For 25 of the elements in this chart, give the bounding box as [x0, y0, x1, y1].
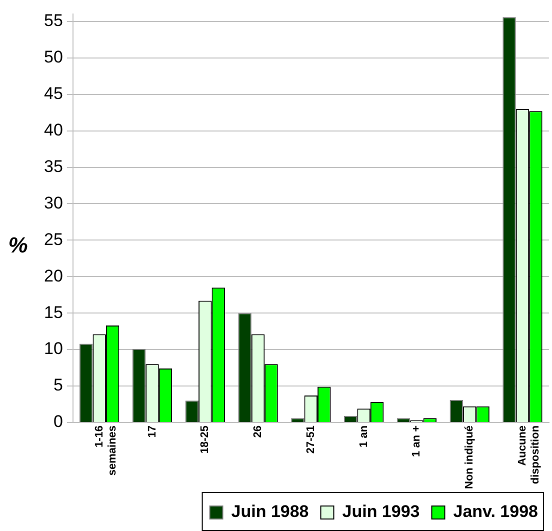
- x-tick-label: 27-51: [304, 425, 317, 454]
- y-tick-label: 45: [44, 84, 63, 104]
- y-tick-label: 35: [44, 156, 63, 176]
- y-tick-label: 30: [44, 193, 63, 212]
- x-tick-label: 1-16 semaines: [93, 425, 119, 476]
- y-axis-title: %: [8, 232, 28, 258]
- y-tick-label: 20: [44, 266, 63, 286]
- y-tick-label: 10: [44, 339, 63, 358]
- y-tick-label: 15: [44, 302, 63, 322]
- legend-label: Juin 1988: [231, 502, 309, 522]
- y-tick-label: 50: [44, 48, 63, 67]
- x-tick-label: 17: [146, 425, 158, 438]
- legend-label: Janv. 1998: [453, 502, 538, 522]
- x-tick-label: 26: [252, 425, 264, 438]
- legend-label: Juin 1993: [342, 502, 420, 522]
- x-tick-label: 1 an +: [410, 425, 423, 457]
- x-tick-label: 18-25: [199, 425, 212, 454]
- x-tick-label: Non indiqué: [464, 425, 476, 489]
- x-tick-label: 1 an: [358, 425, 370, 448]
- x-tick-label: Aucune disposition: [516, 425, 542, 484]
- y-tick-label: 5: [53, 376, 63, 395]
- y-tick-label: 25: [44, 230, 63, 249]
- y-tick-label: 0: [53, 412, 63, 432]
- y-tick-label: 40: [44, 120, 63, 140]
- y-tick-label: 55: [44, 11, 63, 30]
